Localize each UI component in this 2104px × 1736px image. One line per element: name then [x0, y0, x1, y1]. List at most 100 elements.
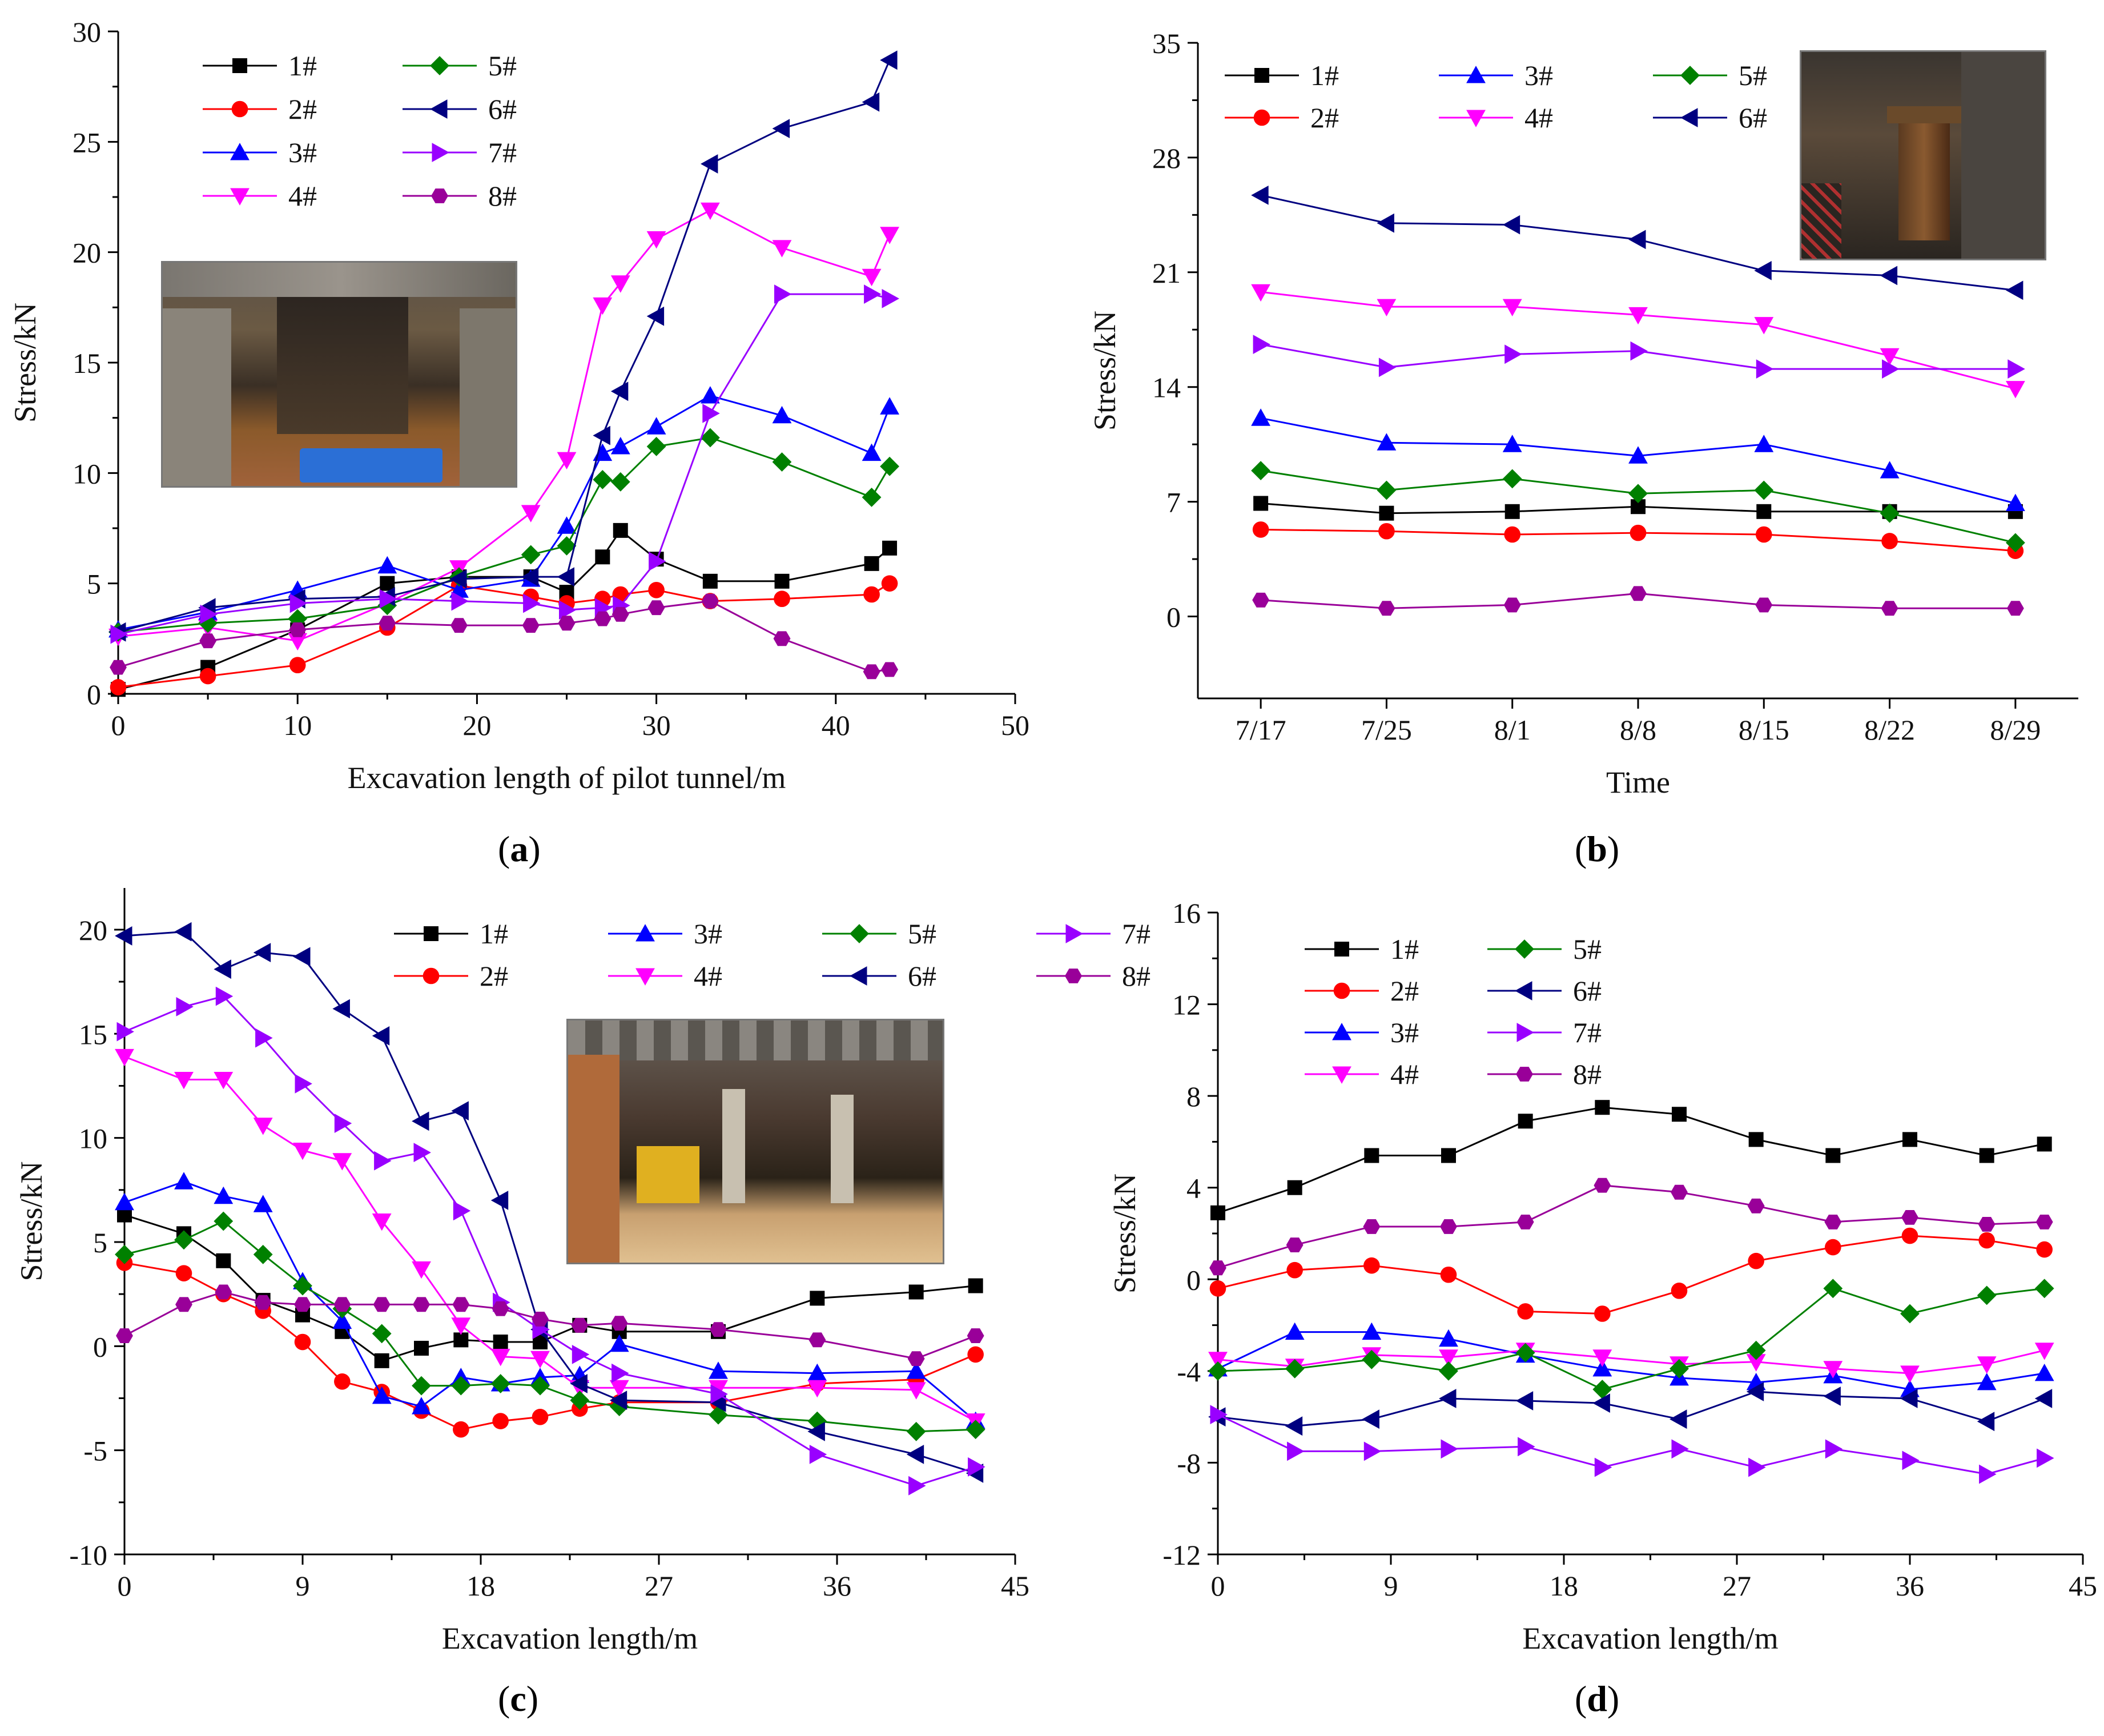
data-point-a-6# — [701, 154, 718, 174]
series-c-8# — [116, 1284, 984, 1367]
data-point-c-7# — [908, 1476, 926, 1496]
x-tick-label-d: 9 — [1384, 1570, 1398, 1602]
data-point-d-4# — [1592, 1349, 1612, 1367]
data-point-a-3# — [772, 405, 792, 424]
data-point-b-3# — [1880, 461, 1900, 479]
data-point-b-4# — [1502, 299, 1522, 316]
legend-label-a-6#: 6# — [488, 93, 517, 125]
data-point-c-3# — [115, 1192, 134, 1211]
data-point-a-2# — [648, 581, 665, 598]
data-point-a-2# — [774, 590, 790, 608]
x-tick-label-b: 8/15 — [1739, 714, 1789, 746]
data-point-d-6# — [1285, 1416, 1303, 1436]
data-point-c-6# — [412, 1111, 429, 1131]
caption-c-letter: c — [510, 1678, 526, 1719]
y-tick-label-d: -8 — [1177, 1447, 1201, 1479]
data-point-a-8# — [612, 606, 629, 622]
legend-marker-b-2# — [1253, 109, 1270, 126]
data-point-c-1# — [810, 1291, 825, 1306]
legend-label-b-5#: 5# — [1739, 59, 1767, 91]
data-point-d-5# — [1746, 1340, 1766, 1360]
data-point-d-1# — [1441, 1148, 1456, 1163]
data-point-b-6# — [1880, 266, 1898, 286]
data-point-c-5# — [253, 1244, 273, 1264]
series-b-3# — [1251, 408, 2025, 511]
data-point-a-4# — [880, 227, 899, 244]
data-point-a-8# — [379, 616, 396, 631]
x-tick-label-b: 8/8 — [1620, 714, 1656, 746]
data-point-c-4# — [214, 1072, 234, 1090]
data-point-c-5# — [570, 1391, 590, 1410]
x-tick-label-a: 0 — [111, 709, 126, 741]
data-point-d-8# — [1978, 1217, 1996, 1232]
legend-marker-b-6# — [1680, 108, 1698, 127]
y-axis-label-c: Stress/kN — [14, 1161, 49, 1281]
y-tick-label-b: 35 — [1152, 27, 1181, 59]
data-point-b-5# — [1880, 503, 1900, 523]
data-point-a-8# — [289, 622, 307, 637]
y-tick-label-b: 7 — [1166, 487, 1181, 519]
data-point-d-4# — [1439, 1349, 1458, 1367]
data-point-d-7# — [1594, 1457, 1612, 1477]
data-point-d-7# — [1902, 1450, 1920, 1470]
legend-label-d-1#: 1# — [1390, 933, 1419, 965]
data-point-c-6# — [709, 1392, 726, 1412]
data-point-a-5# — [557, 536, 577, 556]
x-tick-label-b: 7/25 — [1361, 714, 1412, 746]
legend-label-d-8#: 8# — [1573, 1058, 1602, 1090]
x-tick-label-a: 50 — [1001, 709, 1029, 741]
data-point-a-8# — [881, 662, 898, 677]
data-point-b-6# — [1628, 230, 1646, 250]
series-line-a-7# — [118, 293, 890, 636]
data-point-b-4# — [1251, 284, 1270, 302]
series-line-a-3# — [118, 395, 891, 631]
data-point-d-8# — [1209, 1260, 1226, 1276]
data-point-d-2# — [1825, 1239, 1841, 1256]
data-point-d-4# — [2034, 1343, 2054, 1360]
data-point-d-1# — [1748, 1132, 1764, 1147]
data-point-a-4# — [610, 275, 630, 293]
data-point-c-8# — [967, 1328, 984, 1343]
data-point-c-8# — [907, 1351, 925, 1367]
series-line-d-4# — [1217, 1349, 2045, 1375]
data-point-a-8# — [450, 618, 468, 633]
chart-a: 0 5 10 15 20 25 30 0 10 20 30 40 50 Excavation length… — [8, 16, 1029, 795]
data-point-c-2# — [492, 1413, 509, 1429]
legend-label-c-3#: 3# — [694, 918, 722, 950]
data-point-b-3# — [1628, 446, 1648, 464]
legend-marker-d-5# — [1515, 939, 1534, 959]
data-point-c-4# — [332, 1153, 352, 1171]
legend-marker-d-4# — [1332, 1066, 1351, 1084]
legend-marker-c-5# — [850, 924, 869, 943]
data-point-b-7# — [1253, 335, 1270, 354]
data-point-c-3# — [807, 1363, 827, 1381]
x-tick-label-c: 45 — [1001, 1570, 1029, 1602]
legend-marker-a-2# — [231, 101, 248, 118]
x-tick-label-d: 18 — [1550, 1570, 1578, 1602]
legend-label-c-7#: 7# — [1122, 918, 1150, 950]
data-point-a-5# — [521, 545, 541, 565]
data-point-c-6# — [906, 1445, 924, 1464]
y-tick-label-d: 12 — [1172, 989, 1201, 1021]
data-point-d-7# — [1287, 1441, 1305, 1461]
data-point-b-5# — [1754, 480, 1774, 500]
legend-marker-d-8# — [1516, 1067, 1533, 1082]
data-point-c-3# — [906, 1361, 926, 1379]
data-point-d-2# — [1440, 1266, 1457, 1283]
data-point-c-5# — [115, 1244, 134, 1264]
data-point-b-5# — [1502, 469, 1522, 489]
data-point-d-5# — [1208, 1361, 1228, 1381]
data-point-a-3# — [862, 443, 882, 461]
legend-marker-c-7# — [1065, 924, 1083, 943]
data-point-d-5# — [1977, 1285, 1997, 1305]
y-tick-label-c: -5 — [83, 1435, 107, 1467]
legend-label-c-2#: 2# — [480, 960, 508, 992]
data-point-a-4# — [772, 240, 792, 258]
data-point-a-8# — [558, 616, 576, 631]
y-tick-label-c: -10 — [69, 1539, 107, 1571]
legend-label-a-4#: 4# — [288, 180, 317, 212]
data-point-c-4# — [412, 1261, 431, 1279]
data-point-d-3# — [1362, 1322, 1382, 1340]
data-point-a-1# — [613, 523, 628, 538]
data-point-d-3# — [1592, 1359, 1612, 1377]
